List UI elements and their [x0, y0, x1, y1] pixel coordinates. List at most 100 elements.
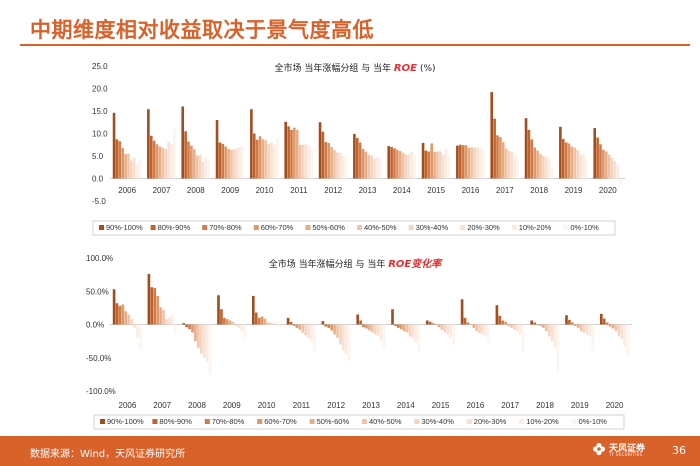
bar — [208, 324, 212, 375]
bar — [472, 324, 476, 328]
x-tick-label: 2018 — [530, 186, 548, 195]
bar — [161, 147, 165, 179]
x-tick-label: 2010 — [256, 186, 274, 195]
bar — [221, 143, 225, 179]
bar — [401, 152, 405, 179]
x-tick-label: 2019 — [565, 186, 583, 195]
bar — [446, 324, 450, 335]
bar — [376, 156, 379, 179]
legend-swatch — [152, 419, 158, 424]
bar — [507, 151, 511, 179]
page-number: 36 — [672, 444, 686, 457]
bar — [561, 138, 565, 179]
bar — [539, 324, 542, 326]
bar — [550, 165, 554, 179]
bar — [272, 323, 276, 325]
bar — [234, 324, 238, 326]
bar — [330, 324, 333, 331]
bar — [293, 127, 296, 179]
legend-swatch — [99, 225, 104, 230]
bar — [149, 135, 153, 179]
bar — [307, 324, 310, 338]
bar — [130, 319, 133, 325]
bar — [476, 147, 479, 179]
y-tick-label: 0.0 — [92, 175, 104, 184]
bar — [365, 324, 368, 329]
bar — [620, 324, 624, 340]
bar — [441, 155, 445, 179]
bar — [261, 139, 265, 179]
bar — [292, 324, 296, 326]
legend-label: 90%-100% — [106, 223, 143, 232]
y-tick-label: 5.0 — [92, 152, 104, 161]
bar — [447, 155, 451, 179]
x-tick-label: 2016 — [462, 186, 480, 195]
bar — [220, 309, 223, 325]
legend-swatch — [309, 419, 315, 424]
bar — [276, 138, 279, 179]
bar — [430, 143, 433, 179]
bar — [467, 147, 471, 179]
x-tick-label: 2017 — [501, 401, 519, 410]
bar — [521, 324, 525, 352]
bar — [358, 142, 362, 179]
bar — [199, 324, 203, 354]
y-tick-label: 50.0% — [86, 287, 109, 296]
bar — [518, 324, 522, 335]
bar — [496, 135, 499, 179]
bar — [327, 142, 330, 179]
legend-label: 60%-70% — [264, 417, 297, 426]
bar — [336, 152, 339, 179]
bar — [324, 142, 328, 179]
bar — [198, 154, 202, 179]
bar — [394, 324, 397, 326]
x-tick-label: 2011 — [290, 186, 308, 195]
bar — [436, 151, 439, 179]
bar — [434, 324, 438, 325]
bar — [150, 287, 154, 325]
x-tick-label: 2008 — [188, 401, 206, 410]
x-tick-label: 2020 — [606, 401, 624, 410]
bar — [493, 118, 496, 179]
bar — [547, 159, 551, 179]
bar — [433, 151, 436, 179]
bar — [240, 324, 244, 332]
logo-text: 天风证券 — [609, 444, 646, 454]
bar — [470, 147, 474, 179]
legend-swatch — [519, 419, 525, 424]
bar — [607, 154, 611, 179]
bar — [404, 154, 408, 179]
bar — [237, 324, 241, 328]
bar — [231, 321, 235, 325]
legend-label: 80%-90% — [159, 417, 192, 426]
bar — [115, 303, 119, 325]
legend-label: 10%-20% — [526, 417, 559, 426]
bar — [398, 151, 402, 179]
bar — [324, 324, 328, 327]
bar — [304, 144, 308, 179]
legend-swatch — [460, 225, 466, 230]
bar — [168, 317, 171, 325]
bar — [227, 148, 230, 179]
bar — [411, 324, 415, 338]
bar — [478, 324, 481, 334]
bar — [257, 317, 261, 325]
bar — [133, 324, 136, 328]
bar — [424, 150, 428, 179]
roe-change-chart: 全市场 当年涨幅分组 与 当年 ROE变化率 100.0% 50.0% 0.0% -50… — [86, 254, 632, 430]
bar — [228, 320, 232, 325]
bar — [623, 324, 627, 347]
bar — [333, 324, 336, 335]
bar — [273, 145, 276, 179]
bar — [393, 148, 396, 179]
bar — [233, 149, 236, 179]
bar — [121, 147, 124, 179]
bar — [342, 324, 345, 351]
bar — [414, 324, 418, 343]
chart-title-suffix: (%) — [420, 64, 436, 74]
y-tick-label: 25.0 — [92, 62, 108, 71]
bar — [482, 149, 485, 179]
bar — [124, 153, 127, 179]
bar — [147, 109, 150, 179]
bar — [153, 287, 157, 325]
